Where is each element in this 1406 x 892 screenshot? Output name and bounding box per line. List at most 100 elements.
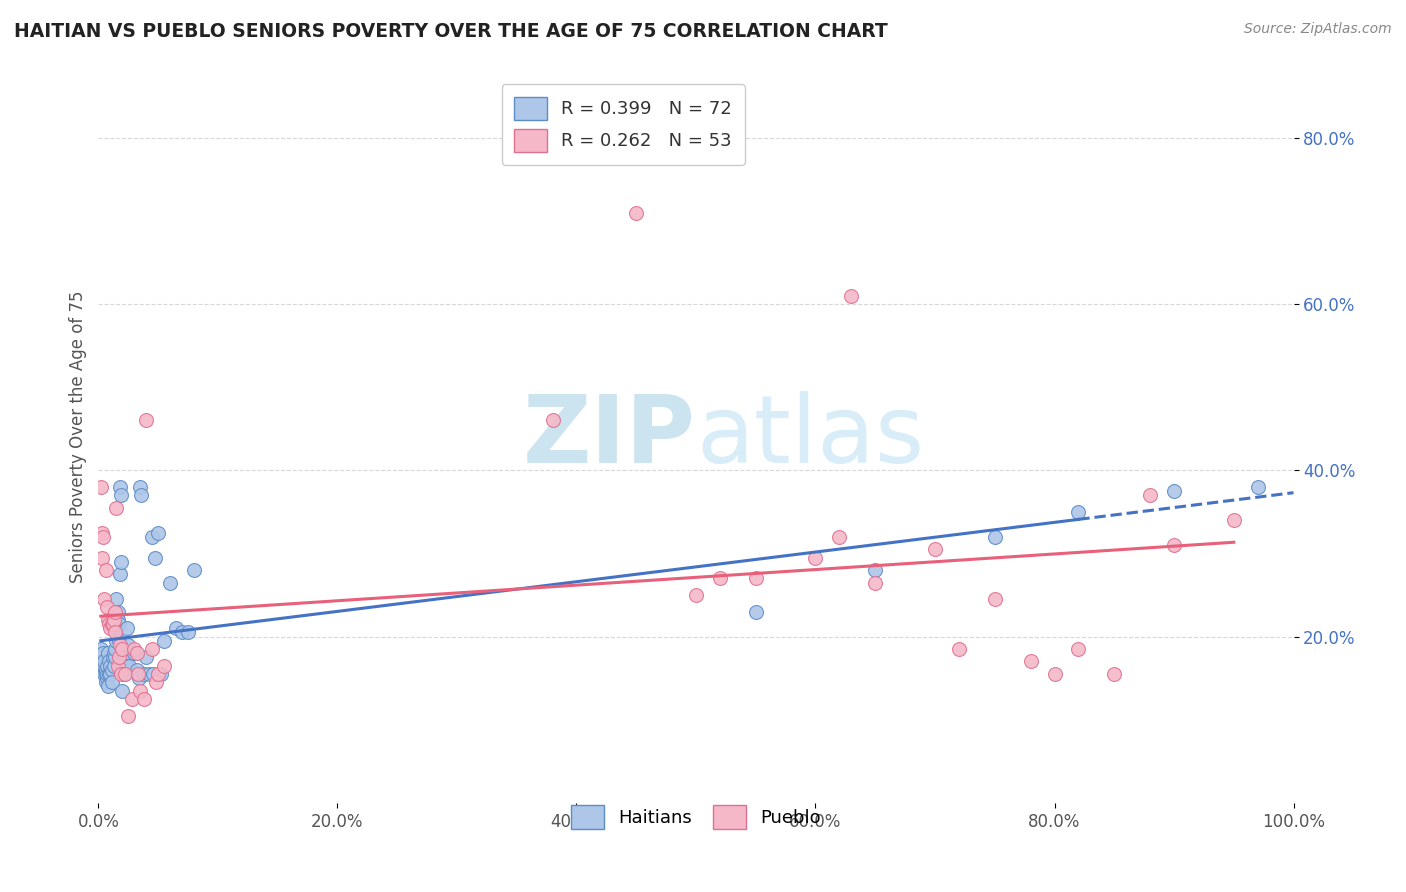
Legend: Haitians, Pueblo: Haitians, Pueblo	[562, 797, 830, 838]
Point	[98, 667, 122, 681]
Point	[117, 638, 139, 652]
Point	[90, 642, 112, 657]
Point	[103, 613, 125, 627]
Point	[1067, 505, 1090, 519]
Point	[984, 530, 1007, 544]
Text: HAITIAN VS PUEBLO SENIORS POVERTY OVER THE AGE OF 75 CORRELATION CHART: HAITIAN VS PUEBLO SENIORS POVERTY OVER T…	[14, 22, 887, 41]
Point	[94, 667, 117, 681]
Point	[105, 592, 128, 607]
Point	[97, 680, 120, 694]
Point	[131, 488, 153, 502]
Point	[121, 692, 143, 706]
Point	[948, 642, 970, 657]
Point	[91, 655, 114, 669]
Point	[91, 525, 114, 540]
Point	[148, 667, 170, 681]
Point	[94, 663, 117, 677]
Point	[135, 650, 157, 665]
Point	[105, 500, 128, 515]
Point	[183, 563, 205, 577]
Point	[141, 530, 163, 544]
Point	[745, 571, 768, 585]
Point	[103, 658, 125, 673]
Point	[117, 708, 139, 723]
Point	[98, 617, 121, 632]
Point	[110, 555, 132, 569]
Point	[98, 655, 121, 669]
Point	[111, 683, 134, 698]
Point	[107, 617, 129, 632]
Point	[865, 563, 887, 577]
Point	[101, 613, 124, 627]
Point	[141, 642, 163, 657]
Point	[159, 575, 181, 590]
Point	[865, 575, 887, 590]
Point	[108, 480, 131, 494]
Point	[1139, 488, 1161, 502]
Point	[138, 667, 160, 681]
Point	[100, 675, 122, 690]
Point	[114, 650, 136, 665]
Point	[1163, 538, 1185, 552]
Point	[125, 663, 148, 677]
Point	[541, 413, 564, 427]
Point	[132, 692, 155, 706]
Point	[104, 605, 127, 619]
Point	[91, 530, 114, 544]
Point	[91, 550, 114, 565]
Point	[1104, 667, 1126, 681]
Point	[93, 667, 115, 681]
Point	[100, 663, 122, 677]
Point	[1223, 513, 1246, 527]
Point	[125, 646, 148, 660]
Point	[104, 642, 127, 657]
Point	[98, 667, 121, 681]
Point	[111, 663, 134, 677]
Point	[101, 617, 124, 632]
Y-axis label: Seniors Poverty Over the Age of 75: Seniors Poverty Over the Age of 75	[69, 291, 87, 583]
Point	[101, 650, 124, 665]
Text: ZIP: ZIP	[523, 391, 696, 483]
Point	[177, 625, 200, 640]
Point	[924, 542, 946, 557]
Point	[96, 658, 118, 673]
Point	[129, 480, 152, 494]
Point	[108, 638, 131, 652]
Point	[1163, 484, 1185, 499]
Point	[107, 613, 129, 627]
Point	[984, 592, 1007, 607]
Point	[124, 642, 146, 657]
Point	[104, 650, 127, 665]
Point	[149, 667, 172, 681]
Point	[128, 671, 150, 685]
Point	[115, 658, 138, 673]
Point	[107, 650, 129, 665]
Point	[98, 621, 122, 635]
Point	[148, 525, 170, 540]
Point	[1043, 667, 1066, 681]
Point	[94, 563, 117, 577]
Point	[107, 658, 129, 673]
Point	[96, 671, 118, 685]
Point	[90, 480, 112, 494]
Point	[94, 675, 117, 690]
Point	[145, 675, 167, 690]
Point	[828, 530, 851, 544]
Point	[93, 655, 115, 669]
Point	[105, 621, 128, 635]
Point	[1019, 655, 1042, 669]
Point	[93, 658, 115, 673]
Point	[91, 650, 114, 665]
Point	[1067, 642, 1090, 657]
Point	[135, 413, 157, 427]
Point	[96, 667, 118, 681]
Point	[114, 667, 136, 681]
Point	[685, 588, 707, 602]
Point	[172, 625, 194, 640]
Point	[110, 667, 132, 681]
Point	[626, 205, 648, 219]
Point	[104, 625, 127, 640]
Point	[118, 658, 141, 673]
Point	[153, 633, 176, 648]
Point	[841, 289, 863, 303]
